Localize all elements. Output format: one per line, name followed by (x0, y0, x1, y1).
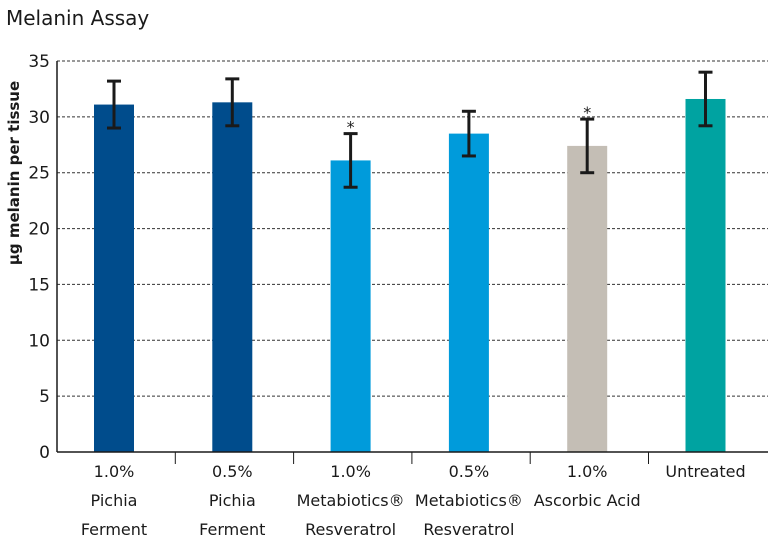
significance-marker: * (347, 118, 355, 137)
category-label: Resveratrol (423, 520, 514, 539)
category-label: 1.0% (94, 462, 135, 481)
gridlines (57, 60, 768, 397)
category-label: Pichia (209, 491, 256, 510)
y-tick-label: 25 (28, 164, 50, 184)
significance-marker: * (583, 103, 591, 122)
category-label: Ferment (81, 520, 147, 539)
category-label: Pichia (91, 491, 138, 510)
y-tick-label: 0 (39, 443, 50, 463)
y-axis-label: µg melanin per tissue (5, 81, 23, 265)
bars: ** (94, 70, 726, 453)
category-label: 1.0% (330, 462, 371, 481)
bar (212, 102, 253, 452)
category-label: Metabiotics® (415, 491, 523, 510)
category-label: Ascorbic Acid (534, 491, 641, 510)
bar (567, 145, 608, 452)
bar (685, 98, 726, 453)
category-label: Resveratrol (305, 520, 396, 539)
y-tick-label: 10 (28, 331, 50, 351)
y-tick-label: 20 (28, 220, 50, 240)
error-bar (461, 109, 476, 158)
y-tick-label: 15 (28, 275, 50, 295)
y-axis-ticks: 0 5 10 15 20 25 30 35 (28, 52, 50, 463)
category-label: Metabiotics® (297, 491, 405, 510)
bar (94, 104, 134, 452)
category-label: 0.5% (449, 462, 490, 481)
error-bar (698, 70, 713, 128)
category-label: 1.0% (567, 462, 608, 481)
error-bar (580, 117, 595, 175)
error-bar (343, 132, 358, 189)
category-labels: 1.0% Pichia Ferment 0.5% Pichia Ferment 1.0% Me… (81, 462, 746, 539)
chart-title: Melanin Assay (6, 6, 149, 30)
error-bar (225, 77, 240, 128)
axes (56, 61, 768, 464)
category-label: 0.5% (212, 462, 253, 481)
category-label: Untreated (665, 462, 745, 481)
bar (330, 160, 371, 452)
category-label: Ferment (199, 520, 265, 539)
y-tick-label: 35 (28, 52, 50, 72)
bar (448, 133, 489, 452)
y-tick-label: 30 (28, 108, 50, 128)
error-bar (107, 79, 121, 130)
y-tick-label: 5 (39, 387, 50, 407)
